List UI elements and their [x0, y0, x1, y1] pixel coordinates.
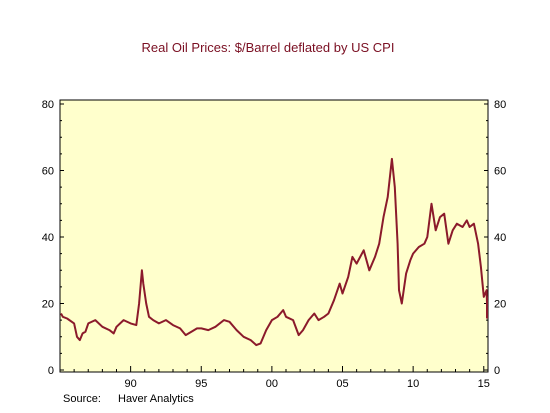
y-tick-label-right: 40 [494, 232, 506, 244]
y-tick-label-left: 60 [42, 166, 54, 178]
source-name: Haver Analytics [118, 393, 194, 405]
y-tick-label-left: 40 [42, 232, 54, 244]
plot-area [59, 99, 489, 373]
oil-price-line [60, 157, 488, 347]
y-tick-label-left: 80 [42, 99, 54, 111]
x-tick-label: 10 [407, 378, 419, 390]
x-tick-label: 00 [266, 378, 278, 390]
y-tick-label-right: 80 [494, 99, 506, 111]
chart-title: Real Oil Prices: $/Barrel deflated by US… [142, 40, 395, 55]
y-tick-label-left: 20 [42, 299, 54, 311]
x-tick-label: 05 [336, 378, 348, 390]
y-tick-label-right: 20 [494, 299, 506, 311]
y-tick-label-right: 0 [494, 365, 500, 377]
source-label: Source: [63, 393, 101, 405]
y-tick-label-right: 60 [494, 166, 506, 178]
x-tick-label: 95 [195, 378, 207, 390]
y-tick-label-left: 0 [48, 365, 54, 377]
x-tick-label: 15 [478, 378, 490, 390]
axis-ticks [60, 103, 488, 372]
x-tick-label: 90 [125, 378, 137, 390]
